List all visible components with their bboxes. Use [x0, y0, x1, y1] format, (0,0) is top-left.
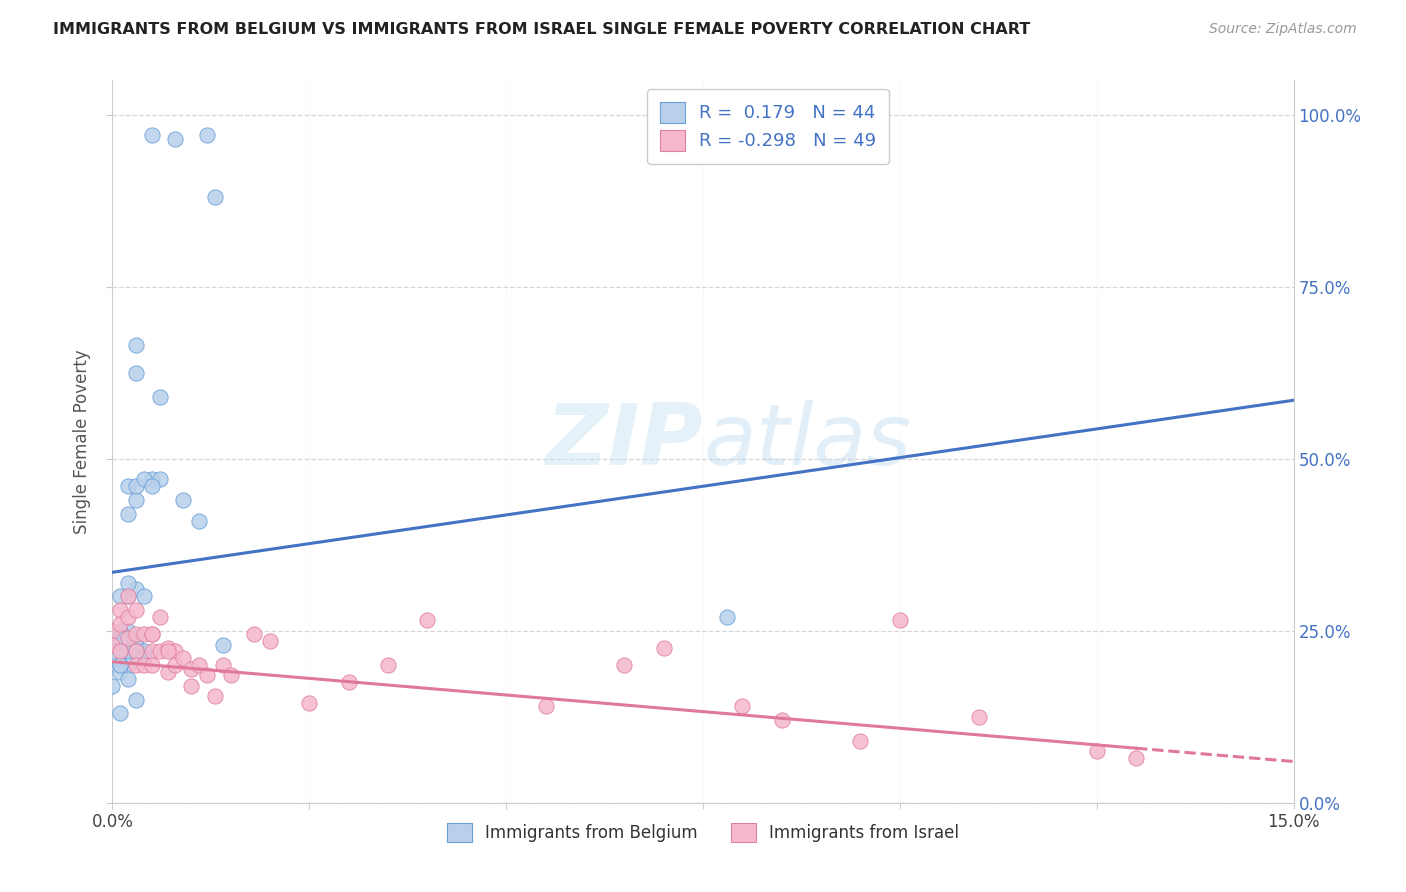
- Point: [117, 672, 139, 686]
- Point: [156, 665, 179, 679]
- Point: [110, 631, 132, 645]
- Point: [101, 679, 124, 693]
- Point: [141, 479, 163, 493]
- Point: [125, 692, 148, 706]
- Point: [165, 644, 187, 658]
- Point: [110, 603, 132, 617]
- Point: [117, 644, 139, 658]
- Point: [117, 631, 139, 645]
- Point: [889, 614, 911, 628]
- Point: [180, 679, 202, 693]
- Point: [156, 640, 179, 655]
- Point: [141, 644, 163, 658]
- Point: [110, 644, 132, 658]
- Point: [125, 493, 148, 508]
- Legend: Immigrants from Belgium, Immigrants from Israel: Immigrants from Belgium, Immigrants from…: [440, 816, 966, 848]
- Text: ZIP: ZIP: [546, 400, 703, 483]
- Point: [337, 675, 360, 690]
- Point: [149, 472, 172, 486]
- Point: [1125, 751, 1147, 765]
- Point: [117, 507, 139, 521]
- Point: [117, 658, 139, 673]
- Point: [132, 590, 155, 604]
- Point: [117, 575, 139, 590]
- Point: [770, 713, 793, 727]
- Point: [125, 582, 148, 597]
- Point: [211, 638, 233, 652]
- Point: [125, 627, 148, 641]
- Point: [149, 644, 172, 658]
- Point: [204, 190, 226, 204]
- Point: [1085, 744, 1108, 758]
- Point: [132, 472, 155, 486]
- Point: [132, 627, 155, 641]
- Point: [132, 658, 155, 673]
- Point: [141, 658, 163, 673]
- Point: [110, 658, 132, 673]
- Point: [141, 627, 163, 641]
- Point: [613, 658, 636, 673]
- Point: [110, 616, 132, 631]
- Point: [141, 627, 163, 641]
- Point: [125, 338, 148, 352]
- Point: [141, 472, 163, 486]
- Text: atlas: atlas: [703, 400, 911, 483]
- Point: [125, 638, 148, 652]
- Point: [534, 699, 557, 714]
- Point: [195, 128, 218, 143]
- Point: [101, 624, 124, 638]
- Point: [298, 696, 321, 710]
- Point: [110, 590, 132, 604]
- Point: [117, 624, 139, 638]
- Y-axis label: Single Female Poverty: Single Female Poverty: [73, 350, 91, 533]
- Point: [165, 658, 187, 673]
- Point: [195, 668, 218, 682]
- Point: [132, 651, 155, 665]
- Point: [110, 706, 132, 721]
- Point: [110, 624, 132, 638]
- Point: [165, 132, 187, 146]
- Point: [141, 128, 163, 143]
- Point: [204, 689, 226, 703]
- Point: [731, 699, 754, 714]
- Point: [117, 610, 139, 624]
- Text: Source: ZipAtlas.com: Source: ZipAtlas.com: [1209, 22, 1357, 37]
- Point: [125, 638, 148, 652]
- Point: [110, 665, 132, 679]
- Point: [132, 644, 155, 658]
- Point: [117, 590, 139, 604]
- Point: [243, 627, 266, 641]
- Point: [180, 662, 202, 676]
- Point: [849, 734, 872, 748]
- Point: [149, 390, 172, 404]
- Point: [125, 479, 148, 493]
- Point: [188, 514, 211, 528]
- Point: [125, 603, 148, 617]
- Point: [967, 710, 990, 724]
- Point: [377, 658, 399, 673]
- Point: [125, 366, 148, 380]
- Point: [149, 610, 172, 624]
- Point: [101, 644, 124, 658]
- Point: [101, 638, 124, 652]
- Point: [219, 668, 242, 682]
- Text: IMMIGRANTS FROM BELGIUM VS IMMIGRANTS FROM ISRAEL SINGLE FEMALE POVERTY CORRELAT: IMMIGRANTS FROM BELGIUM VS IMMIGRANTS FR…: [53, 22, 1031, 37]
- Point: [259, 634, 281, 648]
- Point: [125, 644, 148, 658]
- Point: [125, 644, 148, 658]
- Point: [652, 640, 675, 655]
- Point: [716, 610, 738, 624]
- Point: [110, 644, 132, 658]
- Point: [117, 479, 139, 493]
- Point: [117, 590, 139, 604]
- Point: [172, 651, 194, 665]
- Point: [125, 658, 148, 673]
- Point: [188, 658, 211, 673]
- Point: [211, 658, 233, 673]
- Point: [110, 658, 132, 673]
- Point: [156, 644, 179, 658]
- Point: [172, 493, 194, 508]
- Point: [416, 614, 439, 628]
- Point: [117, 631, 139, 645]
